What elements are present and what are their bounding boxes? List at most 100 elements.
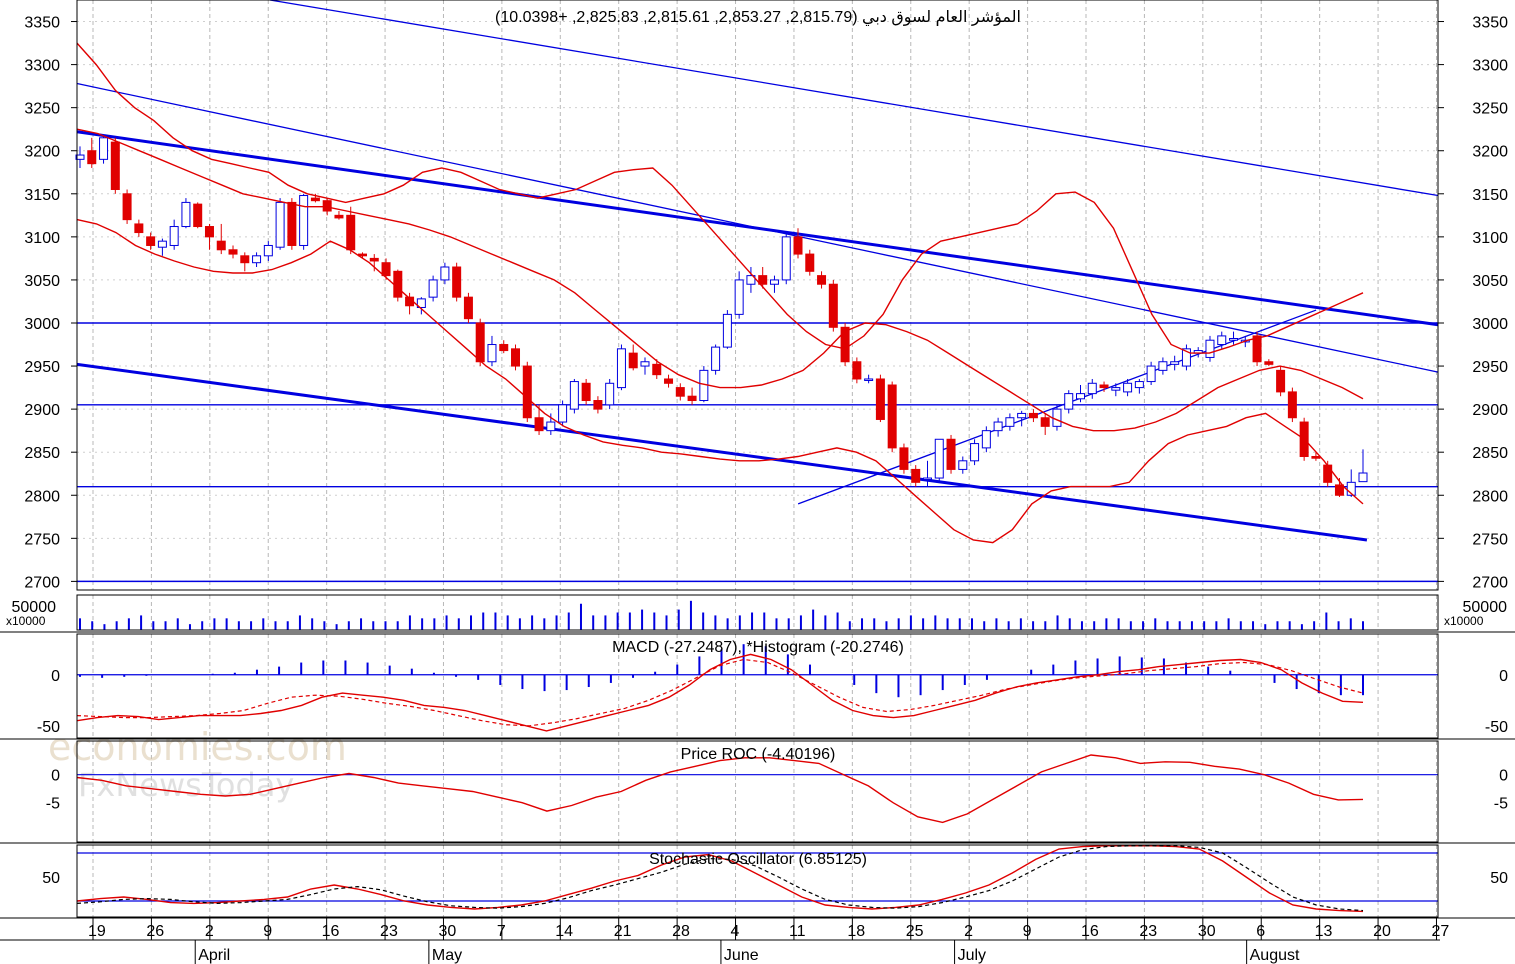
candle: [970, 439, 980, 466]
bollinger-mid: [76, 128, 1364, 432]
date-tick-label: 21: [614, 923, 632, 940]
volume-tick-right: 50000: [1463, 599, 1508, 616]
candle-body: [970, 443, 980, 462]
candle: [134, 219, 144, 237]
candle-body: [746, 275, 756, 285]
candle: [1311, 452, 1321, 461]
candle: [487, 335, 497, 367]
candle-body: [369, 257, 379, 262]
candle-body: [1170, 361, 1180, 365]
candle: [769, 275, 779, 293]
candle: [581, 378, 591, 405]
candle-body: [134, 223, 144, 234]
candle-body: [1076, 393, 1086, 400]
panel-frame: [76, 0, 1439, 591]
date-tick-label: 18: [847, 923, 865, 940]
panel-frame: [76, 844, 1439, 918]
candle: [1134, 378, 1144, 394]
candles: [75, 135, 1368, 497]
candle: [958, 456, 968, 474]
price-tick-left: 3300: [24, 58, 60, 75]
candle: [828, 279, 838, 332]
candle: [1123, 378, 1133, 397]
candle-body: [99, 137, 109, 160]
candle-body: [875, 378, 885, 420]
candle-body: [828, 283, 838, 328]
candle-body: [934, 438, 944, 479]
month-label: August: [1250, 947, 1300, 964]
roc-line: [76, 754, 1364, 824]
candle-body: [652, 363, 662, 376]
candle-body: [616, 348, 626, 389]
candle-body: [687, 395, 697, 402]
candle-body: [1311, 455, 1321, 459]
candle: [440, 262, 450, 285]
candle-body: [1346, 481, 1356, 496]
candle: [475, 318, 485, 367]
candle-body: [605, 382, 615, 406]
candle-body: [1064, 393, 1074, 410]
month-label: April: [198, 947, 230, 964]
candle-body: [1028, 412, 1038, 419]
candle: [146, 232, 156, 250]
candle: [1146, 361, 1156, 386]
candle: [1181, 344, 1191, 371]
price-tick-right: 2850: [1472, 445, 1508, 462]
price-tick-right: 3100: [1472, 230, 1508, 247]
roc-tick-left: -5: [46, 796, 60, 813]
candle: [864, 374, 874, 384]
candle-body: [381, 262, 391, 277]
stochastic-d-line: [76, 845, 1364, 912]
candle: [381, 258, 391, 280]
price-tick-right: 3050: [1472, 273, 1508, 290]
price-tick-left: 3050: [24, 273, 60, 290]
candle: [428, 275, 438, 302]
candle-body: [675, 387, 685, 397]
candle-body: [299, 195, 309, 246]
candle-body: [334, 214, 344, 219]
candle-body: [428, 279, 438, 298]
candle-body: [1134, 381, 1144, 389]
candle: [452, 262, 462, 302]
candle-body: [569, 381, 579, 410]
candle: [1111, 383, 1121, 397]
candle: [110, 137, 120, 194]
candle: [275, 198, 285, 250]
candle-body: [711, 346, 721, 371]
candle: [616, 344, 626, 391]
macd-line: [76, 653, 1364, 732]
price-tick-right: 2750: [1472, 531, 1508, 548]
date-tick-label: 30: [438, 923, 456, 940]
candle-body: [899, 447, 909, 470]
candle: [87, 137, 97, 168]
candle: [369, 254, 379, 272]
candle-body: [452, 266, 462, 298]
candle-body: [817, 275, 827, 285]
trendline: [76, 82, 1439, 373]
candle-body: [1158, 361, 1168, 371]
candle-body: [628, 352, 638, 369]
candle: [558, 400, 568, 427]
candle-body: [993, 421, 1003, 432]
candle: [652, 359, 662, 379]
candle-body: [522, 365, 532, 419]
candle-body: [263, 244, 273, 257]
date-tick-label: 19: [88, 923, 106, 940]
candle: [593, 396, 603, 414]
candle: [911, 465, 921, 487]
candle: [1346, 469, 1356, 497]
candle: [1076, 385, 1086, 403]
candle: [193, 202, 203, 229]
candle: [758, 267, 768, 289]
candle-body: [1181, 348, 1191, 367]
candle: [499, 340, 509, 354]
watermark: economies.com FxNewsToday: [48, 725, 347, 804]
price-tick-left: 2750: [24, 531, 60, 548]
candle-body: [310, 197, 320, 202]
candle: [1358, 449, 1368, 483]
candle: [1017, 410, 1027, 427]
candle: [734, 271, 744, 319]
candle: [628, 344, 638, 371]
date-tick-label: 13: [1315, 923, 1333, 940]
month-label: July: [958, 947, 986, 964]
